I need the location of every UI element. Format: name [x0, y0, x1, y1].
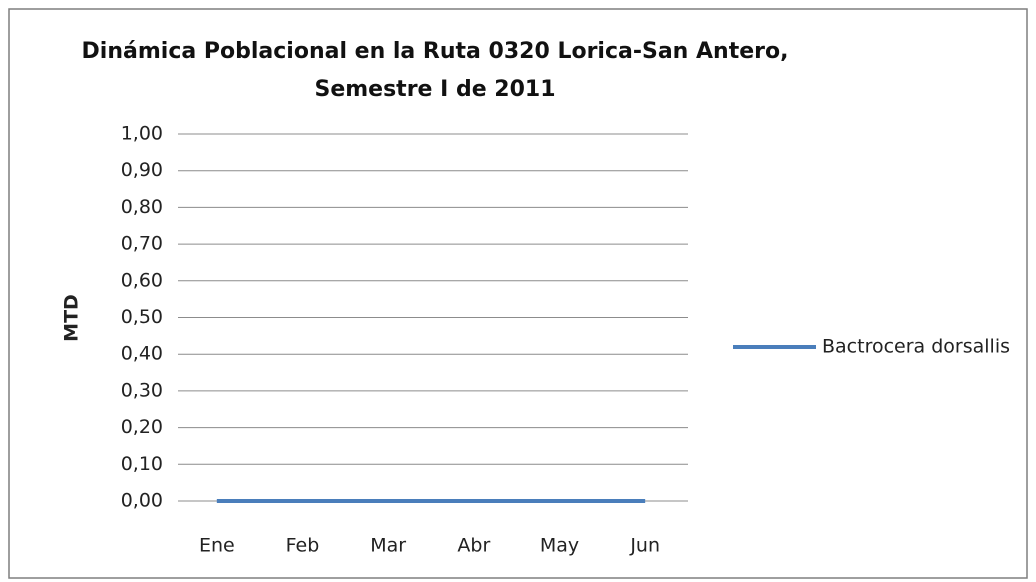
y-tick-label: 0,60	[121, 269, 163, 291]
x-tick-label: Abr	[457, 535, 490, 557]
y-axis-label: MTD	[61, 294, 83, 342]
x-tick-label: Feb	[286, 535, 320, 557]
x-tick-label: May	[540, 535, 579, 557]
y-tick-label: 0,10	[121, 453, 163, 475]
y-tick-label: 0,50	[121, 306, 163, 328]
y-tick-label: 0,20	[121, 416, 163, 438]
y-tick-label: 0,00	[121, 490, 163, 512]
y-tick-label: 0,90	[121, 159, 163, 181]
x-tick-label: Ene	[199, 535, 235, 557]
y-tick-label: 1,00	[121, 123, 163, 145]
chart-title: Dinámica Poblacional en la Ruta 0320 Lor…	[82, 39, 789, 64]
legend-label: Bactrocera dorsallis	[822, 336, 1010, 358]
y-tick-label: 0,30	[121, 379, 163, 401]
y-tick-label: 0,40	[121, 343, 163, 365]
chart-title: Semestre I de 2011	[314, 77, 555, 102]
x-tick-label: Jun	[629, 535, 660, 557]
chart-frame	[8, 8, 1028, 579]
x-tick-label: Mar	[370, 535, 406, 557]
y-tick-label: 0,70	[121, 233, 163, 255]
y-tick-label: 0,80	[121, 196, 163, 218]
